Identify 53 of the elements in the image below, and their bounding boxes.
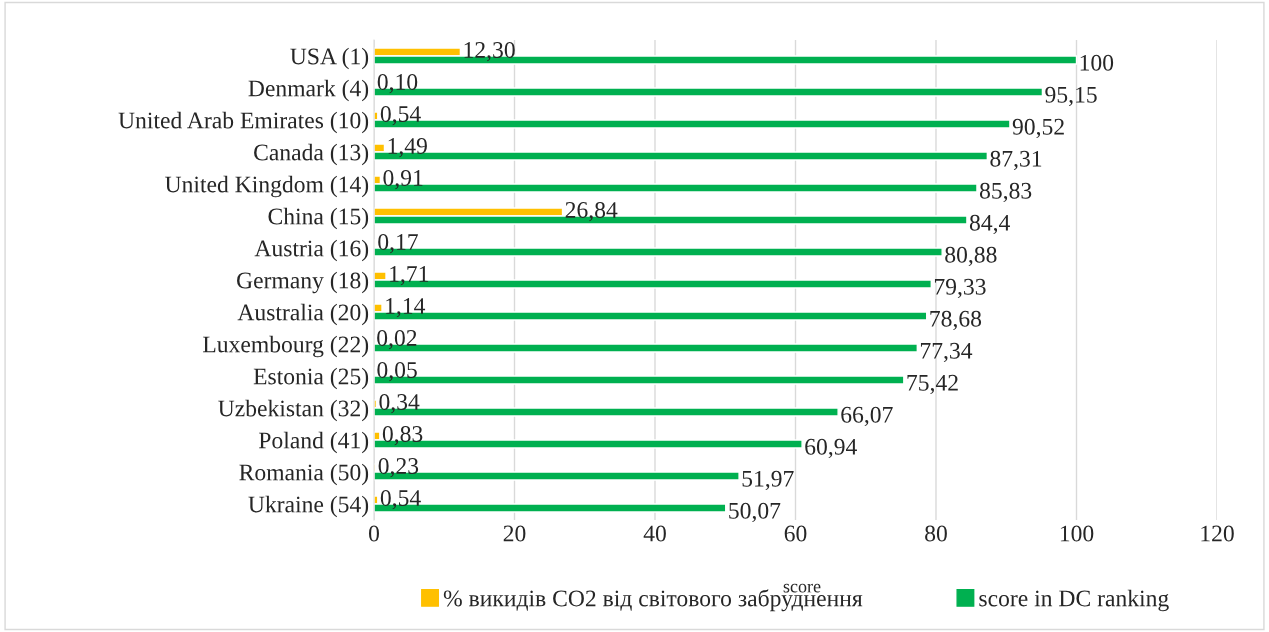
x-tick-label: 40 xyxy=(643,525,666,542)
y-tick-label: Estonia (25) xyxy=(253,367,369,390)
data-label: 87,31 xyxy=(990,150,1042,171)
data-label: 84,4 xyxy=(969,214,1010,235)
data-label: 0,91 xyxy=(383,169,423,190)
data-label: 0,83 xyxy=(382,425,423,446)
y-tick-label: Canada (13) xyxy=(254,143,369,166)
data-label: 79,33 xyxy=(934,278,986,299)
y-tick-label: Austria (16) xyxy=(254,239,369,262)
y-tick-label: Uzbekistan (32) xyxy=(218,399,369,422)
data-label: 77,34 xyxy=(920,342,973,363)
data-label: 0,10 xyxy=(377,73,418,94)
data-label: 0,34 xyxy=(379,393,420,414)
data-label: 0,54 xyxy=(380,105,421,126)
data-label: 51,97 xyxy=(742,470,794,491)
data-label: 85,83 xyxy=(979,182,1032,203)
data-label: 1,49 xyxy=(388,138,427,158)
data-label: 0,17 xyxy=(378,233,418,254)
data-label: 1,14 xyxy=(386,298,426,318)
data-label: 80,88 xyxy=(945,246,997,267)
x-tick-label: 100 xyxy=(1060,525,1094,542)
x-tick-label: 120 xyxy=(1201,525,1234,542)
y-tick-label: Poland (41) xyxy=(258,431,369,454)
y-tick-label: Ukraine (54) xyxy=(248,495,369,518)
y-tick-label: China (15) xyxy=(268,207,369,230)
data-label: 1,71 xyxy=(390,266,429,286)
data-label: 0,54 xyxy=(380,489,421,510)
x-tick-label: 0 xyxy=(369,525,379,542)
y-tick-label: USA (1) xyxy=(290,47,369,70)
x-tick-label: 20 xyxy=(503,525,526,542)
y-tick-label: Germany (18) xyxy=(237,271,369,294)
x-tick-label: 60 xyxy=(784,525,807,542)
data-label: 75,42 xyxy=(907,374,958,395)
data-label: 100 xyxy=(1080,54,1114,71)
data-label: 0,23 xyxy=(378,457,419,478)
data-label: 26,84 xyxy=(565,201,618,222)
y-tick-label: Australia (20) xyxy=(237,303,369,326)
y-tick-label: United Kingdom (14) xyxy=(165,175,369,198)
data-label: 0,05 xyxy=(377,361,417,382)
data-label: 90,52 xyxy=(1012,118,1064,139)
data-label: 50,07 xyxy=(729,502,781,523)
y-tick-label: Luxembourg (22) xyxy=(203,335,369,358)
y-tick-label: United Arab Emirates (10) xyxy=(118,111,369,134)
data-label: 0,02 xyxy=(377,329,417,350)
x-tick-label: 80 xyxy=(925,525,947,542)
legend-label: score in DC ranking xyxy=(979,589,1169,612)
data-label: 95,15 xyxy=(1045,86,1097,107)
data-label: 12,30 xyxy=(464,41,515,62)
y-tick-label: Romania (50) xyxy=(239,463,369,486)
data-label: 78,68 xyxy=(930,310,982,331)
y-tick-label: Denmark (4) xyxy=(248,79,369,102)
data-label: 66,07 xyxy=(841,406,893,427)
data-label: 60,94 xyxy=(805,438,857,459)
